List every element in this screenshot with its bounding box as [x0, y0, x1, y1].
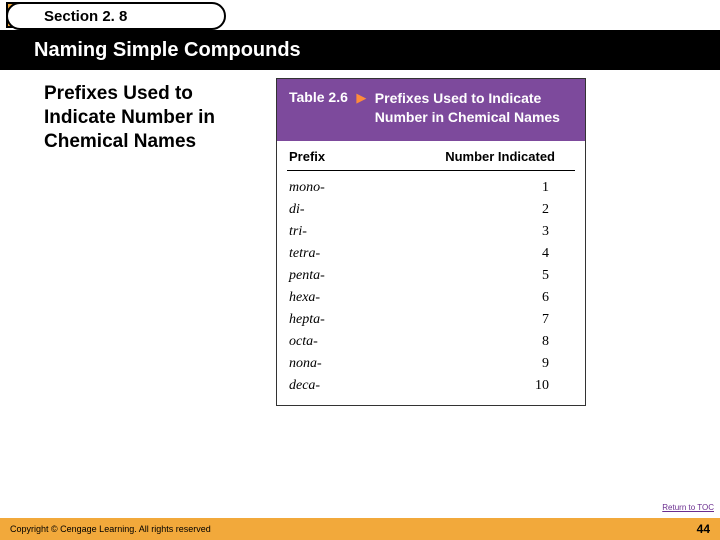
prefix-table: Table 2.6 ▶ Prefixes Used to Indicate Nu…	[276, 78, 586, 406]
prefix-cell: tri-	[289, 224, 439, 240]
prefix-cell: hepta-	[289, 312, 439, 328]
table-row: octa- 8	[277, 331, 585, 353]
table-row: tri- 3	[277, 221, 585, 243]
title-bar: Naming Simple Compounds	[0, 30, 720, 70]
number-cell: 4	[439, 246, 573, 262]
table-row: tetra- 4	[277, 243, 585, 265]
body-heading: Prefixes Used to Indicate Number in Chem…	[44, 82, 254, 153]
section-tab: Section 2. 8	[6, 2, 226, 30]
table-column-headers: Prefix Number Indicated	[277, 141, 585, 170]
number-cell: 6	[439, 290, 573, 306]
table-row: mono- 1	[277, 177, 585, 199]
col-header-prefix: Prefix	[289, 149, 439, 164]
number-cell: 9	[439, 356, 573, 372]
footer-bar: Copyright © Cengage Learning. All rights…	[0, 518, 720, 540]
section-label: Section 2. 8	[44, 8, 127, 25]
table-row: di- 2	[277, 199, 585, 221]
number-cell: 3	[439, 224, 573, 240]
page-number: 44	[697, 522, 710, 536]
return-to-toc-link[interactable]: Return to TOC	[662, 503, 714, 512]
prefix-cell: nona-	[289, 356, 439, 372]
table-row: hexa- 6	[277, 287, 585, 309]
prefix-cell: hexa-	[289, 290, 439, 306]
triangle-icon: ▶	[356, 90, 366, 105]
table-row: penta- 5	[277, 265, 585, 287]
number-cell: 5	[439, 268, 573, 284]
table-title: Prefixes Used to Indicate Number in Chem…	[375, 89, 565, 127]
prefix-cell: penta-	[289, 268, 439, 284]
table-row: hepta- 7	[277, 309, 585, 331]
prefix-cell: mono-	[289, 180, 439, 196]
number-cell: 10	[439, 378, 573, 394]
table-row: deca- 10	[277, 375, 585, 397]
prefix-cell: di-	[289, 202, 439, 218]
table-separator	[287, 170, 575, 171]
number-cell: 7	[439, 312, 573, 328]
table-row: nona- 9	[277, 353, 585, 375]
table-header: Table 2.6 ▶ Prefixes Used to Indicate Nu…	[277, 79, 585, 141]
number-cell: 2	[439, 202, 573, 218]
prefix-cell: deca-	[289, 378, 439, 394]
col-header-number: Number Indicated	[439, 149, 573, 164]
prefix-cell: tetra-	[289, 246, 439, 262]
table-number: Table 2.6	[289, 89, 348, 105]
copyright-text: Copyright © Cengage Learning. All rights…	[10, 524, 211, 534]
slide-title: Naming Simple Compounds	[34, 39, 301, 62]
number-cell: 8	[439, 334, 573, 350]
number-cell: 1	[439, 180, 573, 196]
prefix-cell: octa-	[289, 334, 439, 350]
